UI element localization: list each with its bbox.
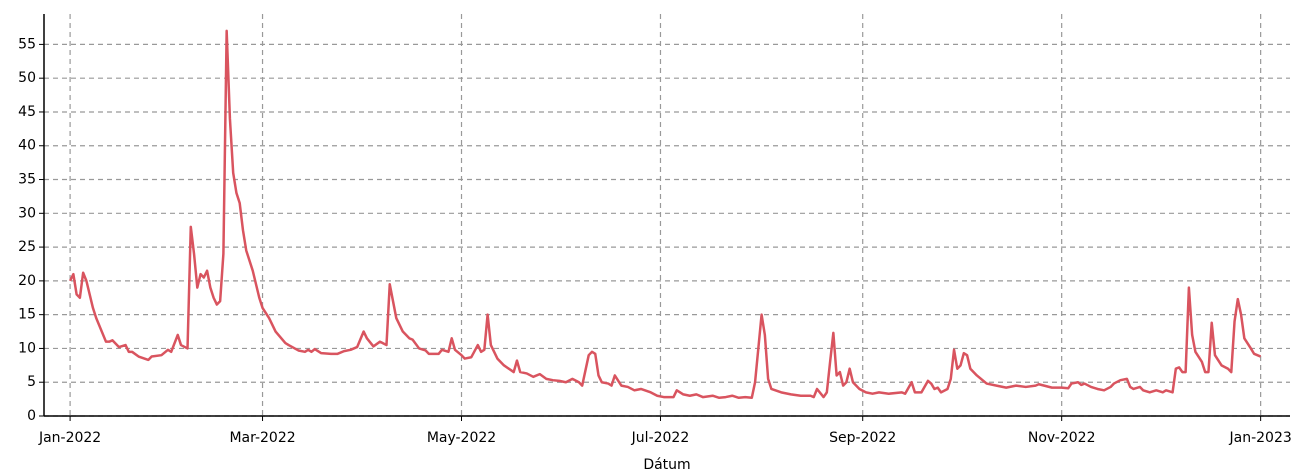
y-tick-label: 45 [18, 104, 36, 120]
y-tick-label: 15 [18, 307, 36, 323]
y-tick-label: 35 [18, 172, 36, 188]
y-tick-label: 20 [18, 273, 36, 289]
x-tick-label: Mar-2022 [229, 430, 295, 446]
x-tick-label: Jan-2023 [1229, 430, 1292, 446]
y-tick-label: 40 [18, 138, 36, 154]
y-tick-label: 30 [18, 205, 36, 221]
y-tick-label: 50 [18, 70, 36, 86]
x-axis-label: Dátum [643, 457, 690, 473]
x-tick-label: Sep-2022 [829, 430, 896, 446]
y-tick-label: 55 [18, 36, 36, 52]
x-tick-label: Jan-2022 [38, 430, 101, 446]
x-tick-label: Jul-2022 [631, 430, 690, 446]
x-tick-label: May-2022 [427, 430, 496, 446]
line [68, 29, 1262, 400]
y-tick-label: 0 [27, 408, 36, 424]
y-tick-label: 25 [18, 239, 36, 255]
y-tick-label: 5 [27, 374, 36, 390]
x-tick-label: Nov-2022 [1028, 430, 1096, 446]
y-tick-label: 10 [18, 340, 36, 356]
